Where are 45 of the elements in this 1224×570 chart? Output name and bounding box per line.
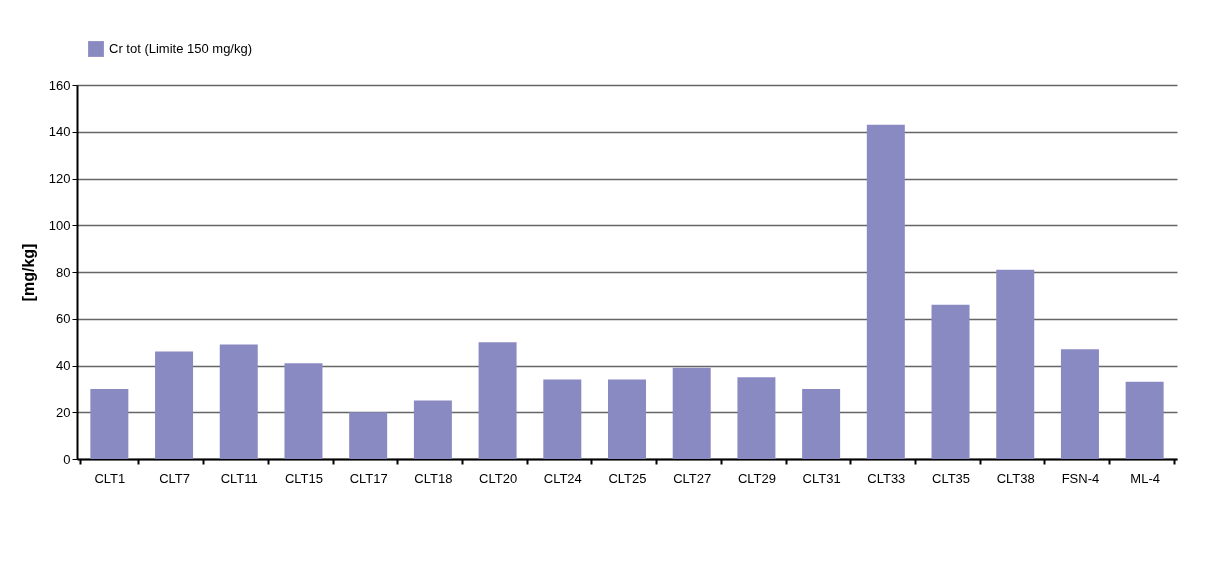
bar: [931, 304, 970, 459]
x-tick-label: CLT18: [414, 470, 453, 486]
x-tick-label: CLT20: [479, 470, 518, 486]
y-tick-label: 0: [63, 451, 71, 467]
bar: [284, 363, 323, 459]
y-tick-label: 60: [56, 311, 71, 327]
bar: [608, 379, 646, 459]
bar: [543, 379, 582, 459]
bar: [802, 388, 841, 459]
x-tick-label: CLT35: [932, 470, 971, 486]
y-axis-title: [mg/kg]: [19, 243, 37, 302]
y-tick-label: 120: [48, 171, 71, 186]
bar: [672, 367, 711, 459]
bar: [478, 342, 517, 459]
x-tick-label: CLT7: [159, 470, 190, 486]
x-tick-label: CLT29: [737, 470, 776, 486]
y-tick-label: 40: [56, 358, 71, 373]
y-tick-label: 100: [48, 217, 71, 233]
y-tick-label: 160: [48, 77, 71, 93]
bar: [219, 344, 258, 459]
x-tick-label: CLT25: [608, 470, 647, 486]
x-tick-label: CLT33: [867, 470, 906, 486]
bar: [1060, 349, 1099, 459]
y-tick-label: 20: [56, 404, 71, 420]
x-tick-label: ML-4: [1130, 470, 1160, 486]
bar: [996, 269, 1035, 459]
x-tick-label: CLT24: [543, 470, 582, 486]
y-tick-label: 80: [56, 264, 71, 280]
bar: [866, 124, 905, 459]
x-tick-label: CLT17: [349, 470, 388, 486]
x-tick-label: CLT11: [220, 470, 258, 486]
x-tick-label: FSN-4: [1061, 470, 1100, 486]
bar: [737, 377, 776, 459]
bar: [90, 388, 129, 459]
bar: [349, 412, 388, 459]
x-tick-label: CLT38: [996, 470, 1035, 486]
x-tick-label: CLT15: [284, 470, 323, 486]
bar: [1125, 381, 1164, 459]
y-tick-label: 140: [48, 124, 71, 140]
bar: [413, 400, 452, 459]
bar: [155, 351, 194, 459]
x-tick-label: CLT31: [802, 470, 841, 486]
legend-label: Cr tot (Limite 150 mg/kg): [109, 41, 253, 56]
x-tick-label: CLT1: [94, 470, 126, 486]
x-tick-label: CLT27: [673, 470, 712, 486]
